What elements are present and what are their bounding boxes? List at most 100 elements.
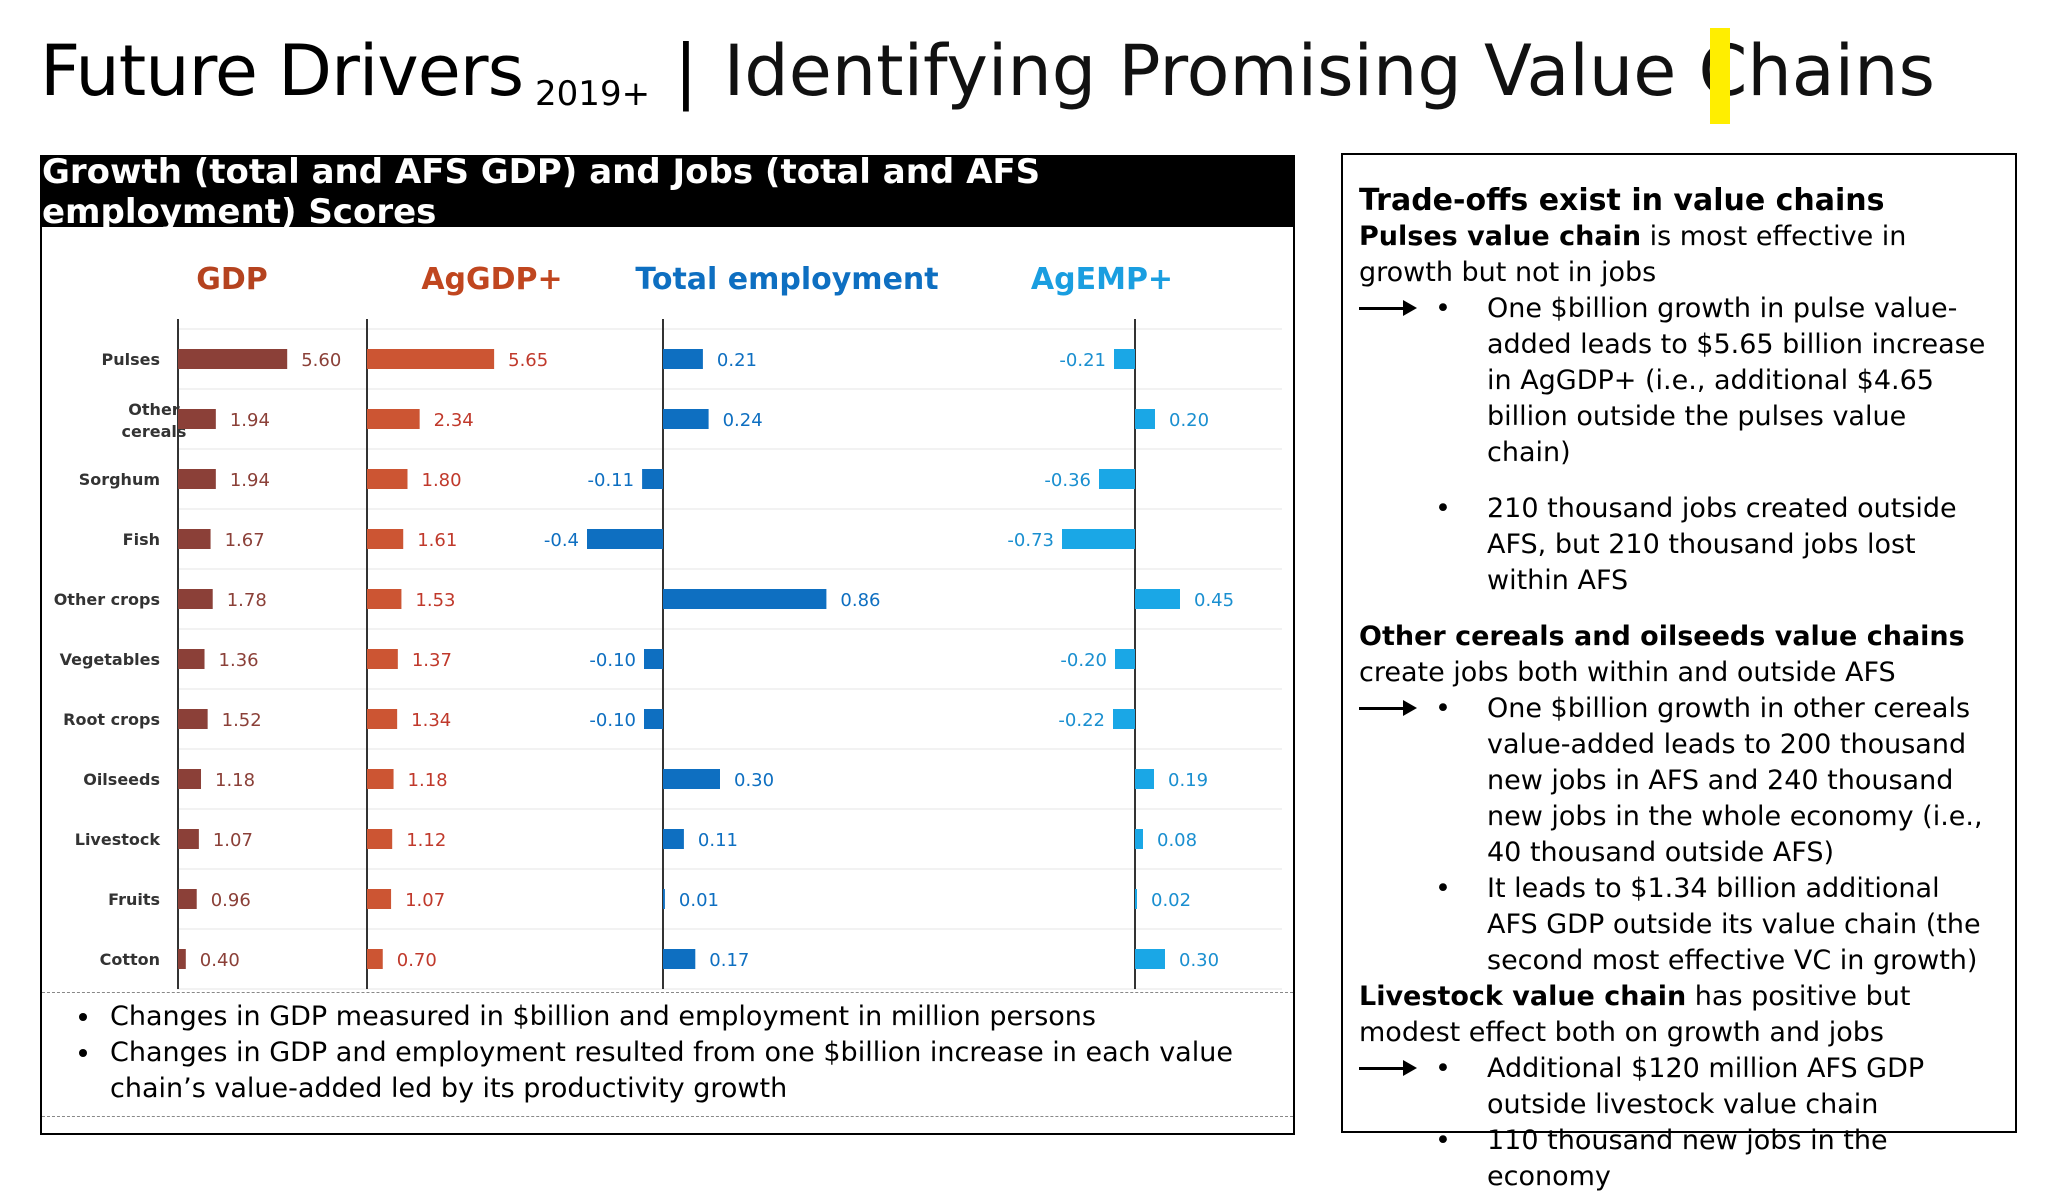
category-label: cereals <box>122 422 187 441</box>
bar <box>367 649 398 669</box>
data-label: -0.20 <box>1060 650 1107 671</box>
arrow-right-icon <box>1359 300 1417 316</box>
cereals-statement: Other cereals and oilseeds value chains … <box>1359 619 1997 691</box>
bar <box>663 589 827 609</box>
bar <box>1113 709 1135 729</box>
data-label: 1.80 <box>422 470 462 491</box>
bar <box>644 709 663 729</box>
bar <box>367 529 404 549</box>
bar <box>644 649 663 669</box>
scores-chart: Pulses Other cereals Sorghum Fish Other crops… <box>54 262 1282 990</box>
bullet-text: 110 thousand new jobs in the economy <box>1487 1125 1888 1192</box>
data-label: 1.94 <box>230 470 270 491</box>
data-label: 1.36 <box>219 650 259 671</box>
bar <box>1135 589 1180 609</box>
arrow-right-icon <box>1359 700 1417 716</box>
bar <box>1135 949 1165 969</box>
bar <box>663 349 703 369</box>
livestock-label: Livestock value chain <box>1359 981 1687 1012</box>
bar <box>178 349 288 369</box>
bar <box>178 469 216 489</box>
bar <box>1114 349 1135 369</box>
bar <box>178 829 199 849</box>
data-label: 1.53 <box>415 590 455 611</box>
bar <box>367 589 402 609</box>
category-label: Root crops <box>63 710 160 729</box>
data-label: 2.34 <box>434 410 474 431</box>
note-item: Changes in GDP measured in $billion and … <box>102 999 1293 1035</box>
bar <box>367 469 408 489</box>
bullet-dot: • <box>1435 1125 1451 1156</box>
category-label: Other <box>128 400 179 419</box>
pulses-statement: Pulses value chain is most effective in … <box>1359 219 1997 291</box>
data-label: 0.02 <box>1151 890 1191 911</box>
title-main: Future Drivers <box>40 30 524 112</box>
bar <box>1135 409 1155 429</box>
series-title: AgGDP+ <box>421 262 562 297</box>
bar <box>1062 529 1135 549</box>
bullet-text: It leads to $1.34 billion additional AFS… <box>1487 873 1981 976</box>
data-label: 0.96 <box>211 890 251 911</box>
bar <box>367 769 394 789</box>
bullet-dot: • <box>1435 293 1451 324</box>
data-label: 1.07 <box>405 890 445 911</box>
bullet-dot: • <box>1435 693 1451 724</box>
pulses-bullet-1: • One $billion growth in pulse value-adde… <box>1359 291 1997 471</box>
data-label: -0.73 <box>1007 530 1054 551</box>
bullet-text: One $billion growth in pulse value-added… <box>1487 293 1986 468</box>
bar <box>367 949 383 969</box>
data-label: 0.30 <box>1179 950 1219 971</box>
category-label: Fruits <box>108 890 160 909</box>
arrow-right-icon <box>1359 1060 1417 1076</box>
data-label: 0.17 <box>709 950 749 971</box>
data-label: 1.94 <box>230 410 270 431</box>
panel-header: Growth (total and AFS GDP) and Jobs (tot… <box>42 152 1293 232</box>
cereals-bullet-2: • It leads to $1.34 billion additional AF… <box>1359 871 1997 979</box>
data-label: 0.19 <box>1168 770 1208 791</box>
pulses-label: Pulses value chain <box>1359 221 1642 252</box>
data-label: 1.78 <box>227 590 267 611</box>
category-label: Other crops <box>54 590 160 609</box>
data-label: 0.01 <box>679 890 719 911</box>
data-label: 1.67 <box>225 530 265 551</box>
title-separator: | <box>674 30 698 112</box>
page-title: Future Drivers 2019+ | Identifying Promi… <box>40 30 1935 130</box>
category-label: Oilseeds <box>83 770 160 789</box>
data-label: 1.37 <box>412 650 452 671</box>
series-title: Total employment <box>635 262 938 297</box>
livestock-bullet-2: • 110 thousand new jobs in the economy <box>1359 1123 1997 1195</box>
notes-box: Changes in GDP measured in $billion and … <box>42 992 1293 1117</box>
category-label: Sorghum <box>79 470 160 489</box>
livestock-text: has positive but modest effect both on g… <box>1359 981 1911 1048</box>
bar <box>178 649 205 669</box>
bar <box>178 769 202 789</box>
bar <box>178 409 216 429</box>
bullet-dot: • <box>1435 873 1451 904</box>
tradeoffs-panel: Trade-offs exist in value chains Pulses … <box>1341 153 2017 1192</box>
bar <box>1115 649 1135 669</box>
series-title: AgEMP+ <box>1031 262 1173 297</box>
livestock-bullet-1: • Additional $120 million AFS GDP outside… <box>1359 1051 1997 1123</box>
data-label: 0.08 <box>1157 830 1197 851</box>
livestock-statement: Livestock value chain has positive but m… <box>1359 979 1997 1051</box>
scores-panel: Growth (total and AFS GDP) and Jobs (tot… <box>40 152 1295 1135</box>
cereals-text: create jobs both within and outside AFS <box>1359 657 1896 688</box>
cereals-label: Other cereals and oilseeds value chains <box>1359 621 1965 652</box>
data-label: 1.34 <box>411 710 451 731</box>
bar <box>367 709 398 729</box>
category-label: Vegetables <box>60 650 160 669</box>
bar <box>663 949 696 969</box>
bar <box>642 469 663 489</box>
data-label: -0.21 <box>1059 350 1106 371</box>
data-label: 1.52 <box>222 710 262 731</box>
bar <box>178 889 197 909</box>
data-label: -0.10 <box>589 710 636 731</box>
data-label: 1.12 <box>406 830 446 851</box>
bullet-text: One $billion growth in other cereals val… <box>1487 693 1983 868</box>
bar <box>587 529 663 549</box>
bullet-text: 210 thousand jobs created outside AFS, b… <box>1487 493 1957 596</box>
data-label: 0.86 <box>840 590 880 611</box>
bar <box>367 829 393 849</box>
bar <box>1135 769 1154 789</box>
title-subscript: 2019+ <box>535 74 651 114</box>
